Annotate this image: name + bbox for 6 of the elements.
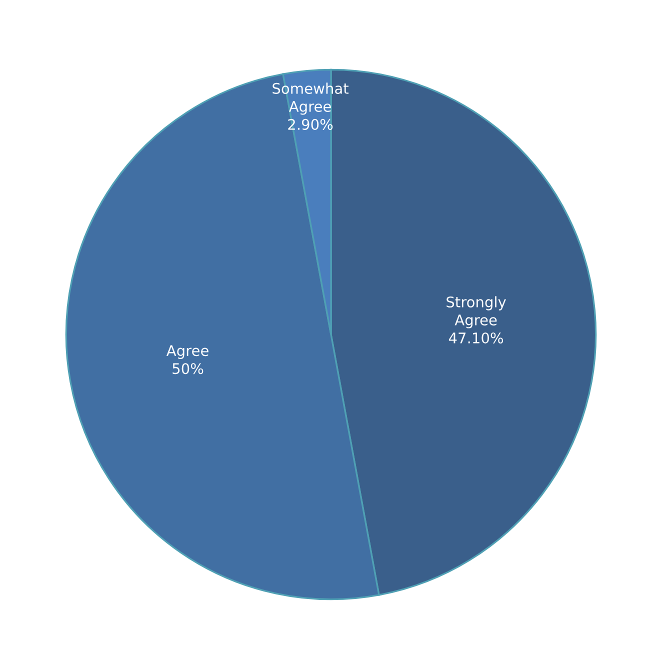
- slice-label: Strongly Agree: [446, 296, 506, 328]
- slice-label: Somewhat Agree: [272, 82, 349, 115]
- slice-label: Agree: [166, 345, 208, 359]
- data-label: 47.10%: [448, 332, 504, 344]
- data-label: 50%: [172, 363, 204, 374]
- data-label: 2.90%: [288, 118, 333, 130]
